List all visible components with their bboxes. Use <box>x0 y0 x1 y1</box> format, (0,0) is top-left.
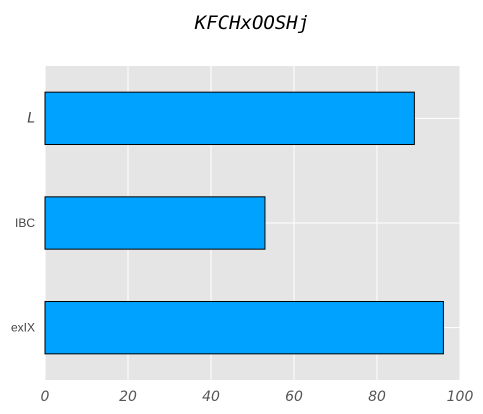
bar-IBC <box>45 197 265 249</box>
x-tick-label: 60 <box>285 389 303 405</box>
chart-title: KFCHxOOSHj <box>194 12 309 34</box>
x-tick-label: 100 <box>447 389 474 405</box>
x-tick-label: 20 <box>119 389 137 405</box>
value-axis: 0 20 40 60 80 100 <box>41 389 474 405</box>
y-tick-label: IBC <box>15 216 35 230</box>
y-tick-label: exIX <box>11 321 35 335</box>
bar-exIX <box>45 302 443 354</box>
x-tick-label: 40 <box>202 389 220 405</box>
x-tick-label: 0 <box>41 389 50 405</box>
y-tick-label: L <box>27 110 35 126</box>
x-tick-label: 80 <box>368 389 386 405</box>
bar-L <box>45 92 414 144</box>
category-axis: exIX IBC L <box>11 110 35 334</box>
